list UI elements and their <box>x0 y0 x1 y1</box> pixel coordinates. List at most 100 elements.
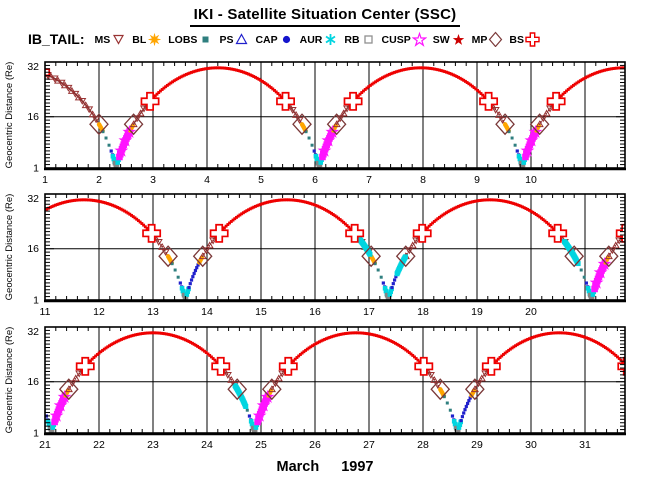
bow-shock-marker <box>276 91 295 111</box>
magnetopause-marker <box>192 245 213 268</box>
y-axis-title: Geocentric Distance (Re) <box>4 194 15 301</box>
x-tick-label: 16 <box>309 306 321 318</box>
crossing-markers <box>45 68 566 136</box>
region-legend: IB_TAIL: MS BL LOBS PS CAP AUR RB CUSP SW MP BS <box>28 30 628 52</box>
cross-open-icon <box>525 32 540 47</box>
x-tick-label: 30 <box>525 439 537 451</box>
sun-filled-icon <box>148 33 161 46</box>
x-tick-label: 10 <box>525 174 537 186</box>
y-tick-label: 16 <box>27 243 39 255</box>
y-tick-label: 16 <box>27 376 39 388</box>
bow-shock-marker <box>343 91 363 111</box>
circle-filled-icon <box>282 35 290 44</box>
magnetopause-marker <box>564 245 585 268</box>
magnetopause-marker <box>261 378 282 401</box>
legend-item-label: SW <box>432 34 450 46</box>
orbit-panel-3: 1 16 32 21 22 23 24 25 26 27 28 29 30 31 Geocentric Di… <box>4 326 626 451</box>
axis-labels: 1 16 32 1 2 3 4 5 6 7 8 9 10 Geocentric Distance (Re) <box>4 61 537 186</box>
diamond-open-icon <box>489 31 503 48</box>
magnetopause-marker <box>395 245 416 268</box>
legend-item-label: LOBS <box>168 34 198 46</box>
axis-labels: 1 16 32 11 12 13 14 15 16 17 18 19 20 Geocentric Dist… <box>4 193 537 318</box>
bow-shock-marker <box>481 356 501 376</box>
legend-items: MS BL LOBS PS CAP AUR RB CUSP SW MP BS <box>95 30 546 48</box>
magnetopause-marker <box>89 113 109 136</box>
magnetopause-marker <box>123 113 144 136</box>
legend-item-SW: SW <box>433 30 466 48</box>
orbit-trace <box>45 66 625 168</box>
legend-item-AUR: AUR <box>300 30 339 48</box>
x-tick-label: 29 <box>471 439 483 451</box>
grid-lines <box>45 327 625 433</box>
x-tick-label: 23 <box>147 439 159 451</box>
x-tick-label: 11 <box>40 306 51 318</box>
panel-frame <box>44 326 626 436</box>
legend-item-PS: PS <box>219 30 249 48</box>
x-tick-label: 5 <box>258 174 264 186</box>
y-tick-label: 1 <box>33 428 39 440</box>
legend-item-MS: MS <box>95 30 127 48</box>
y-axis-title: Geocentric Distance (Re) <box>4 62 15 169</box>
x-tick-label: 15 <box>255 306 267 318</box>
crossing-markers <box>142 223 625 268</box>
x-tick-label: 20 <box>525 306 537 318</box>
x-tick-label: 13 <box>147 306 159 318</box>
x-tick-label: 27 <box>363 439 375 451</box>
legend-item-label: AUR <box>299 34 323 46</box>
x-tick-label: 7 <box>366 174 372 186</box>
bow-shock-marker <box>75 356 95 376</box>
x-tick-label: 25 <box>255 439 267 451</box>
y-tick-label: 16 <box>27 111 39 123</box>
x-tick-label: 31 <box>579 439 591 451</box>
x-axis-year: 1997 <box>341 459 374 475</box>
legend-item-RB: RB <box>344 30 375 48</box>
magnetopause-marker <box>529 113 550 136</box>
magnetopause-marker <box>495 113 515 136</box>
legend-item-BS: BS <box>509 30 540 48</box>
x-tick-label: 14 <box>201 306 213 318</box>
y-tick-label: 32 <box>27 193 39 205</box>
orbit-panel-2: 1 16 32 11 12 13 14 15 16 17 18 19 20 Geocentric Dist… <box>4 193 626 318</box>
x-axis-title: March 1997 <box>0 459 650 475</box>
legend-item-label: PS <box>219 34 234 46</box>
x-tick-label: 8 <box>420 174 426 186</box>
page-title: IKI - Satellite Situation Center (SSC) <box>189 6 461 27</box>
x-axis-month: March <box>276 459 320 475</box>
bow-shock-marker <box>548 223 568 243</box>
legend-prefix: IB_TAIL: <box>28 31 85 47</box>
legend-item-CUSP: CUSP <box>382 30 428 48</box>
bow-shock-marker <box>209 223 229 243</box>
legend-item-label: MP <box>471 34 488 46</box>
magnetopause-marker <box>292 113 312 136</box>
legend-item-label: BS <box>509 34 524 46</box>
legend-item-MP: MP <box>472 30 504 48</box>
square-filled-icon <box>202 36 209 43</box>
magnetopause-marker <box>158 245 178 268</box>
y-tick-label: 1 <box>33 295 39 307</box>
orbit-panel-1: 1 16 32 1 2 3 4 5 6 7 8 9 10 Geocentric Distance (Re) <box>4 61 626 186</box>
triangle-up-open-icon <box>235 33 248 45</box>
x-tick-label: 26 <box>309 439 321 451</box>
x-tick-label: 6 <box>312 174 318 186</box>
magnetopause-marker <box>58 378 79 401</box>
x-tick-label: 3 <box>150 174 156 186</box>
star-filled-icon <box>452 34 464 45</box>
bow-shock-marker <box>142 223 162 243</box>
orbit-trace <box>45 198 625 300</box>
panel-frame <box>44 61 626 171</box>
x-tick-label: 24 <box>201 439 213 451</box>
legend-item-label: CAP <box>255 34 278 46</box>
x-tick-label: 17 <box>363 306 375 318</box>
magnetopause-marker <box>464 378 485 401</box>
magnetopause-marker <box>227 378 248 401</box>
magnetopause-marker <box>361 245 382 268</box>
x-tick-label: 12 <box>93 306 105 318</box>
y-tick-label: 1 <box>33 163 39 175</box>
legend-item-label: RB <box>344 34 360 46</box>
y-tick-label: 32 <box>27 326 39 338</box>
star-open-icon <box>411 31 428 47</box>
triangle-down-open-icon <box>113 34 125 45</box>
x-tick-label: 4 <box>204 174 210 186</box>
